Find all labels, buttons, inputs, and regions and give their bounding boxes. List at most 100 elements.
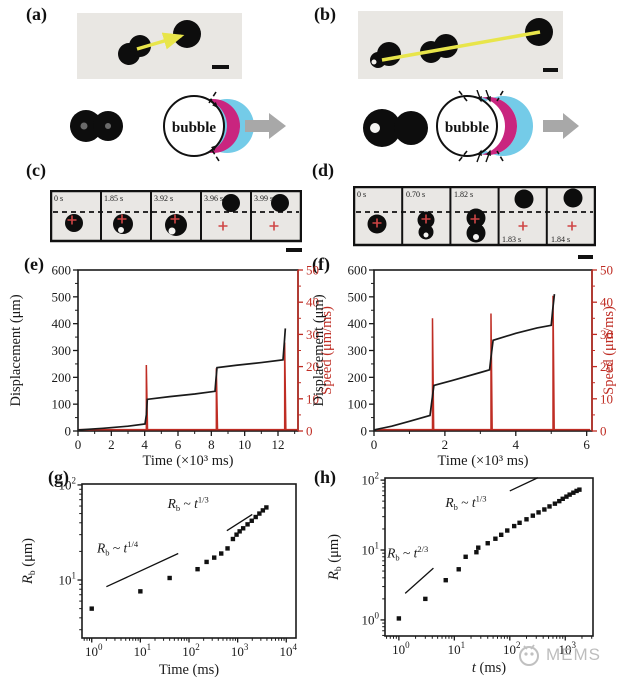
data-points: [89, 505, 269, 611]
panel-label-c: (c): [26, 160, 46, 180]
svg-text:300: 300: [348, 343, 368, 358]
panel-label-a: (a): [26, 4, 47, 24]
y-axis: 100 101 102: [362, 471, 385, 636]
scale-bar: [578, 255, 593, 259]
target-crosses: [372, 214, 577, 231]
x-axis: 0 2 4 6: [371, 431, 590, 452]
svg-text:0: 0: [361, 424, 368, 439]
svg-text:0: 0: [65, 424, 72, 439]
x-axis-title: Time (×10³ ms): [438, 453, 529, 469]
filmstrip-c: 0 s 1.85 s 3.92 s 3.96 s 3.99 s: [50, 190, 302, 243]
left-axis-title: Displacement (μm): [311, 294, 327, 406]
svg-text:50: 50: [600, 263, 613, 278]
svg-text:20: 20: [306, 359, 319, 374]
contact-dashes: [208, 91, 220, 162]
speed-spikes: [431, 295, 555, 430]
svg-text:10: 10: [600, 391, 613, 406]
annotation-2-3: Rb ~ t2/3: [386, 544, 434, 594]
tracking-line: [381, 30, 541, 62]
annotation-1-4: Rb ~ t1/4: [96, 539, 179, 588]
pinch-arrows: [476, 90, 491, 163]
svg-text:8: 8: [208, 437, 215, 452]
chart-g: 100 101 102 103 104 Time (ms) 101 102 Rb (μm) Rb …: [20, 475, 298, 678]
chart-f-frame: [373, 269, 593, 432]
svg-text:102: 102: [182, 642, 200, 659]
bubble-label: bubble: [172, 120, 217, 136]
left-axis: 0 100 200 300 400 500 600: [348, 263, 374, 439]
right-axis: 0 10 20 30 40 50: [298, 263, 319, 439]
scale-bar: [286, 248, 302, 252]
svg-text:12: 12: [272, 437, 285, 452]
svg-text:2: 2: [108, 437, 115, 452]
svg-text:40: 40: [306, 295, 319, 310]
svg-text:30: 30: [306, 327, 319, 342]
svg-text:3.99 s: 3.99 s: [254, 194, 273, 203]
timestamps-c: 0 s 1.85 s 3.92 s 3.96 s 3.99 s: [54, 194, 273, 203]
svg-text:100: 100: [52, 397, 72, 412]
bubble-circle: [163, 95, 225, 157]
filmstrip-d: 0 s 0.70 s 1.82 s 1.83 s 1.84 s: [353, 186, 596, 247]
svg-text:20: 20: [600, 359, 613, 374]
svg-text:3.96 s: 3.96 s: [204, 194, 223, 203]
svg-text:101: 101: [362, 541, 380, 558]
svg-text:6: 6: [175, 437, 182, 452]
micrograph-a-bg: [77, 13, 242, 79]
bubble-label: bubble: [445, 120, 490, 136]
svg-text:1.82 s: 1.82 s: [454, 190, 473, 199]
svg-text:0: 0: [306, 424, 313, 439]
svg-text:1.84 s: 1.84 s: [551, 235, 570, 244]
contact-dashes: [458, 90, 504, 162]
svg-text:30: 30: [600, 327, 613, 342]
svg-text:Rb ~ t2/3: Rb ~ t2/3: [386, 544, 428, 563]
svg-text:0: 0: [600, 424, 607, 439]
svg-text:103: 103: [231, 642, 249, 659]
x-axis: 0 2 4 6 8 10 12: [75, 431, 296, 452]
svg-text:100: 100: [348, 397, 368, 412]
schematic-a: bubble: [70, 91, 286, 162]
x-axis-title: Time (ms): [159, 662, 219, 678]
svg-text:50: 50: [306, 263, 319, 278]
watermark: MEMS: [517, 642, 601, 668]
svg-text:200: 200: [348, 370, 368, 385]
y-axis-title: Rb (μm): [20, 538, 38, 585]
svg-text:1.85 s: 1.85 s: [104, 194, 123, 203]
right-axis: 0 10 20 30 40 50: [592, 263, 613, 439]
svg-text:101: 101: [59, 571, 77, 588]
svg-text:10: 10: [238, 437, 251, 452]
schematic-b: bubble: [363, 90, 579, 163]
svg-text:200: 200: [52, 370, 72, 385]
svg-text:4: 4: [513, 437, 520, 452]
contact-arrows: [207, 98, 218, 154]
svg-text:0 s: 0 s: [54, 194, 63, 203]
particle-dimer: [70, 110, 123, 142]
svg-text:4: 4: [141, 437, 148, 452]
svg-text:Rb ~ t1/3: Rb ~ t1/3: [167, 494, 209, 513]
panel-label-d: (d): [312, 160, 334, 180]
timestamps-d: 0 s 0.70 s 1.82 s 1.83 s 1.84 s: [357, 190, 570, 244]
cyan-crescent: [459, 96, 533, 156]
svg-text:400: 400: [348, 316, 368, 331]
y-axis: 101 102: [59, 475, 82, 631]
frame-dividers: [100, 191, 252, 241]
svg-text:400: 400: [52, 316, 72, 331]
right-axis-title: Speed (μm/ms): [601, 306, 617, 395]
x-axis-title: t (ms): [472, 660, 506, 676]
bubble-circle: [436, 95, 498, 157]
svg-text:100: 100: [85, 642, 103, 659]
svg-text:6: 6: [583, 437, 590, 452]
svg-text:Rb ~ t1/3: Rb ~ t1/3: [444, 493, 486, 512]
svg-text:102: 102: [362, 471, 380, 488]
right-axis-title: Speed (μm/ms): [319, 306, 335, 395]
left-axis: 0 100 200 300 400 500 600: [52, 263, 78, 439]
direction-arrow: [543, 113, 579, 139]
svg-text:0: 0: [371, 437, 378, 452]
micrograph-b: [358, 11, 563, 79]
panel-label-e: (e): [24, 254, 44, 274]
svg-text:0 s: 0 s: [357, 190, 366, 199]
particle-dimer: [363, 109, 428, 147]
scale-bar: [543, 68, 558, 72]
chart-h: 100 101 102 103 t (ms) 100 101 102 Rb (μm) Rb ~ t…: [326, 471, 594, 676]
